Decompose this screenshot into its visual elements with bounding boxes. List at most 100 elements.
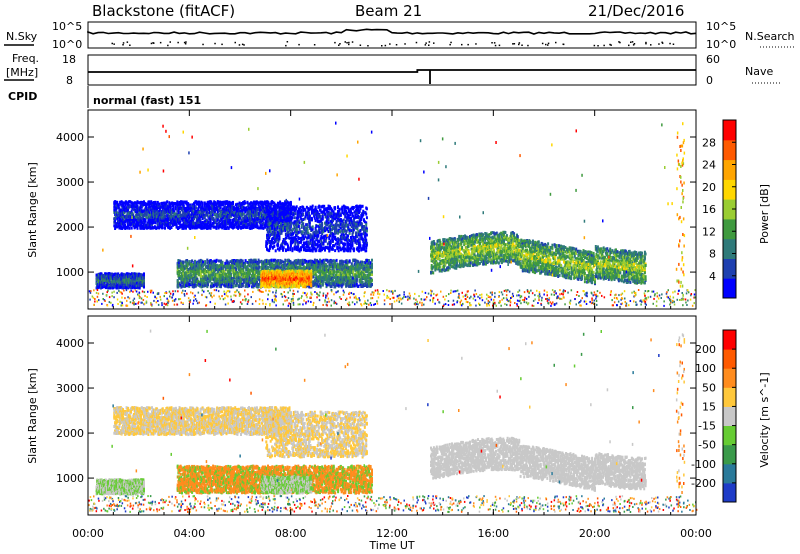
range-cell [143, 282, 145, 285]
sky-left-top: 10^5 [52, 20, 82, 33]
nave-tick-top: 60 [706, 53, 720, 66]
n-search-point [597, 45, 599, 47]
sky-left-label: N.Sky [6, 30, 38, 43]
n-search-point [339, 43, 341, 45]
n-search-point [129, 45, 131, 47]
n-search-point [112, 43, 114, 45]
range-cell [322, 284, 324, 287]
n-search-point [645, 42, 647, 44]
n-search-point [167, 45, 169, 47]
n-search-point [348, 42, 350, 44]
n-search-point [673, 44, 675, 46]
frequency-trace [88, 70, 696, 84]
range-cell [207, 283, 209, 286]
range-cell [139, 287, 141, 290]
n-search-point [495, 45, 497, 47]
sky-right-bottom: 10^0 [706, 38, 736, 51]
n-search-point [122, 44, 124, 46]
beam-title: Beam 21 [355, 2, 422, 20]
n-search-point [334, 42, 336, 44]
range-cell [242, 284, 244, 287]
n-search-point [527, 45, 529, 47]
n-search-point [519, 42, 521, 44]
n-search-point [547, 44, 549, 46]
range-cell [250, 259, 252, 262]
range-cell [234, 280, 236, 283]
n-search-point [416, 42, 418, 44]
sky-right-top: 10^5 [706, 20, 736, 33]
freq-tick-bottom: 8 [66, 74, 73, 87]
n-search-point [348, 44, 350, 46]
n-search-point [285, 45, 287, 47]
range-cell [204, 260, 206, 263]
range-cell [202, 261, 204, 264]
n-search-point [184, 42, 186, 44]
power-heatmap [89, 122, 696, 307]
n-search-point [170, 41, 172, 43]
n-search-point [494, 42, 496, 44]
n-search-point [345, 41, 347, 43]
n-search-point [360, 45, 362, 47]
radar-summary-plot: Blackstone (fitACF) Beam 21 21/Dec/2016 … [0, 0, 800, 554]
n-search-point [160, 42, 162, 44]
n-search-trace [112, 41, 675, 47]
n-search-point [338, 45, 340, 47]
range-cell [284, 259, 286, 262]
n-sky-trace [88, 29, 696, 34]
station-title: Blackstone (fitACF) [92, 2, 235, 20]
n-search-point [151, 43, 153, 45]
n-search-point [633, 44, 635, 46]
n-search-point [662, 42, 664, 44]
n-search-point [287, 41, 289, 43]
n-search-point [630, 42, 632, 44]
n-search-point [433, 42, 435, 44]
n-search-point [632, 41, 634, 43]
n-search-point [235, 42, 237, 44]
n-search-point [367, 45, 369, 47]
n-search-point [475, 43, 477, 45]
n-search-point [467, 44, 469, 46]
n-search-point [461, 44, 463, 46]
n-search-point [491, 42, 493, 44]
range-cell [305, 260, 307, 263]
sky-panel-frame [88, 22, 696, 48]
range-cell [212, 273, 214, 276]
n-search-point [499, 45, 501, 47]
freq-tick-top: 18 [62, 53, 76, 66]
n-search-point [242, 44, 244, 46]
nave-label: Nave [745, 65, 773, 78]
range-cell [271, 259, 273, 262]
n-search-point [563, 44, 565, 46]
n-search-point [542, 43, 544, 45]
n-search-point [518, 44, 520, 46]
n-search-point [545, 44, 547, 46]
range-cell [320, 266, 322, 269]
n-search-point [658, 43, 660, 45]
range-cell [313, 276, 315, 279]
range-cell [216, 259, 218, 262]
sky-right-label: N.Search [745, 30, 795, 43]
range-cell [222, 261, 224, 264]
n-search-point [449, 44, 451, 46]
freq-label-2: [MHz] [6, 66, 38, 79]
n-search-point [185, 41, 187, 43]
range-cell [143, 277, 145, 280]
range-cell [209, 278, 211, 281]
n-search-point [450, 42, 452, 44]
range-cell [326, 265, 328, 268]
n-search-point [221, 44, 223, 46]
n-search-point [239, 44, 241, 46]
range-cell [191, 259, 193, 262]
date-title: 21/Dec/2016 [588, 2, 684, 20]
n-search-point [521, 45, 523, 47]
n-search-point [404, 43, 406, 45]
n-search-point [594, 45, 596, 47]
n-search-point [113, 43, 115, 45]
range-cell [235, 268, 237, 271]
n-search-point [381, 45, 383, 47]
n-search-point [214, 43, 216, 45]
n-search-point [618, 41, 620, 43]
range-cell [143, 273, 145, 276]
n-search-point [352, 41, 354, 43]
n-search-point [123, 42, 125, 44]
